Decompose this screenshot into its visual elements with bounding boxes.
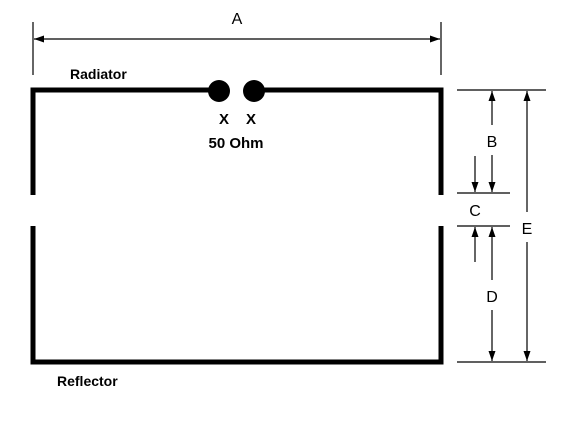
reflector-label: Reflector — [57, 373, 118, 389]
radiator-label: Radiator — [70, 66, 127, 82]
feed-x-left-label: X — [219, 111, 229, 128]
dimension-e-label: E — [522, 221, 533, 238]
radiator-element — [30, 87, 444, 195]
dimension-a-label: A — [232, 11, 243, 28]
dimension-c-label: C — [469, 203, 481, 220]
radiator-left-arm — [30, 87, 219, 195]
feed-x-right-label: X — [246, 111, 256, 128]
dimension-d-label: D — [486, 289, 498, 306]
radiator-right-arm — [254, 87, 444, 195]
dimension-b-label: B — [487, 134, 498, 151]
dimension-a — [32, 22, 442, 75]
impedance-label: 50 Ohm — [208, 135, 263, 152]
feed-point-right — [243, 80, 265, 102]
reflector-element — [30, 226, 444, 365]
dimension-extension-lines — [457, 89, 546, 363]
feed-point-left — [208, 80, 230, 102]
